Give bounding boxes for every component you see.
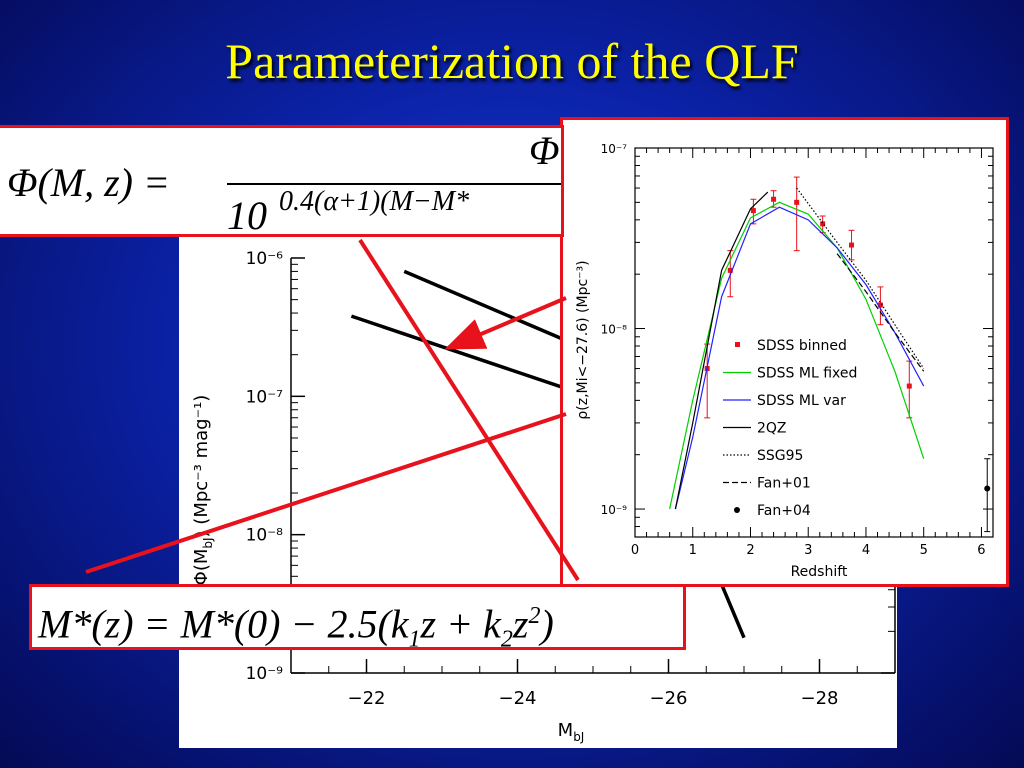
sd-legend-swatch [734, 507, 740, 513]
sd-y-tick-label: 10⁻⁷ [601, 142, 628, 156]
mstar-equation-box: M*(z) = M*(0) − 2.5(k1z + k2z2) [29, 584, 686, 652]
sd-legend-label: Fan+04 [757, 503, 811, 519]
sd-x-tick-label: 4 [862, 543, 870, 558]
sd-series-line [674, 206, 925, 510]
mstar-equation: M*(z) = M*(0) − 2.5(k1z + k2z2) [38, 601, 554, 653]
phi-lhs: Φ(M, z) = [7, 160, 170, 205]
sd-legend-label: SDSS ML var [757, 393, 846, 409]
lf-y-tick-label: 10⁻⁶ [246, 249, 284, 269]
sd-x-tick-label: 5 [920, 543, 928, 558]
sd-legend-swatch [735, 342, 740, 347]
lf-y-tick-label: 10⁻⁸ [246, 526, 284, 546]
lf-xlabel: MbJ [558, 720, 585, 744]
lf-x-tick-label: −24 [499, 688, 537, 709]
sd-y-tick-label: 10⁻⁹ [601, 503, 628, 517]
sd-xlabel: Redshift [791, 564, 848, 580]
sd-legend-label: SSG95 [757, 448, 803, 464]
sd-series-line [836, 253, 925, 372]
phi-denominator-exponent: 0.4(α+1)(M−M* [279, 186, 469, 217]
sd-y-tick-label: 10⁻⁸ [601, 323, 628, 337]
sd-legend-label: Fan+01 [757, 476, 811, 492]
sd-point [820, 221, 826, 227]
phi-numerator: Φ [529, 128, 559, 173]
sd-series-line [674, 191, 769, 510]
sd-point [750, 208, 756, 214]
sd-x-tick-label: 0 [631, 543, 639, 558]
sd-legend-label: 2QZ [757, 421, 787, 437]
lf-x-tick-label: −28 [801, 688, 839, 709]
sd-ylabel: ρ(z,Mi<−27.6) (Mpc⁻³) [575, 260, 591, 419]
sd-point [727, 267, 733, 273]
space-density-panel: 10⁻⁷ 10⁻⁸ 10⁻⁹ 0 1 2 3 4 5 6 SDSS binned SDSS ML f… [560, 117, 1009, 587]
sd-x-tick-label: 6 [977, 543, 985, 558]
sd-point [849, 242, 855, 248]
sd-point [877, 302, 883, 308]
lf-x-tick-label: −26 [650, 688, 688, 709]
sd-legend-label: SDSS binned [757, 338, 847, 354]
sd-series-line [669, 201, 925, 510]
sd-point [984, 485, 991, 492]
sd-x-tick-label: 2 [746, 543, 754, 558]
lf-y-tick-label: 10⁻⁷ [246, 387, 284, 407]
sd-point [794, 199, 800, 205]
sd-legend-label: SDSS ML fixed [757, 366, 857, 382]
sd-frame [634, 147, 994, 538]
sd-series-line [796, 187, 925, 369]
phi-equation: Φ(M, z) = Φ 10 0.4(α+1)(M−M* [7, 128, 561, 234]
lf-ylabel: Φ(MbJ) (Mpc⁻³ mag⁻¹) [191, 395, 215, 586]
lf-y-tick-label: 10⁻⁹ [246, 664, 284, 684]
slide-title: Parameterization of the QLF [225, 33, 799, 89]
space-density-chart: 10⁻⁷ 10⁻⁸ 10⁻⁹ 0 1 2 3 4 5 6 SDSS binned SDSS ML f… [575, 142, 994, 580]
phi-equation-box: Φ(M, z) = Φ 10 0.4(α+1)(M−M* [0, 125, 564, 237]
sd-x-tick-label: 3 [804, 543, 812, 558]
lf-x-tick-label: −22 [348, 688, 386, 709]
sd-x-tick-label: 1 [689, 543, 697, 558]
sd-point [771, 196, 777, 202]
phi-denominator-base: 10 [227, 193, 267, 234]
sd-point [906, 383, 912, 389]
